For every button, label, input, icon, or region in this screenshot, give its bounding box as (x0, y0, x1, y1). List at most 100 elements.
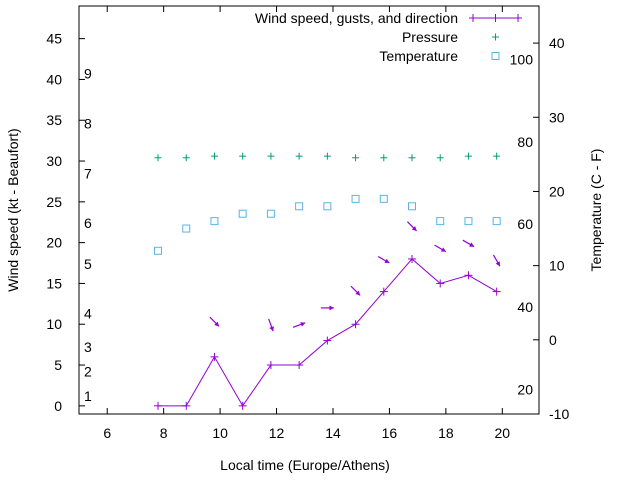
temperature-point (408, 202, 417, 211)
legend-entry-wind: Wind speed, gusts, and direction (255, 10, 522, 26)
x-tick-label: 8 (160, 425, 168, 441)
legend-entry-temperature: Temperature (379, 48, 500, 64)
temperature-point (436, 217, 445, 226)
temperature-point (492, 217, 501, 226)
y-left-tick-label: 30 (46, 153, 62, 169)
wind-speed-point (379, 287, 388, 296)
pressure-point (380, 154, 388, 162)
wind-speed-point (295, 361, 304, 370)
legend-marker (514, 14, 522, 22)
pressure-point (267, 152, 275, 160)
x-tick-label: 10 (212, 425, 228, 441)
axis-ticks: 6 8 10 12 14 16 18 20051015202530354045-1001020… (46, 6, 569, 441)
x-tick-label: 14 (325, 425, 341, 441)
wind-speed-point (323, 336, 332, 345)
temperature-point (464, 217, 473, 226)
wind-direction-arrow (377, 256, 390, 264)
beaufort-label: 1 (84, 388, 92, 404)
beaufort-label: 9 (84, 66, 92, 82)
y-left-tick-label: 20 (46, 235, 62, 251)
x-tick-label: 12 (269, 425, 285, 441)
arrow-head (300, 322, 306, 327)
beaufort-label: 4 (84, 306, 92, 322)
beaufort-label: 3 (84, 339, 92, 355)
arrow-head (469, 242, 475, 247)
legend: Wind speed, gusts, and direction Pressure… (255, 10, 522, 64)
pressure-point (464, 152, 472, 160)
wind-speed-point (182, 401, 191, 410)
plot-frame (78, 5, 540, 415)
temperature-point (182, 224, 191, 233)
temperature-point (238, 209, 247, 218)
legend-label: Temperature (379, 48, 458, 64)
temperature-point (351, 194, 360, 203)
pressure-point (493, 152, 501, 160)
x-tick-label: 20 (495, 425, 511, 441)
y-right-tick-label: 0 (549, 332, 557, 348)
y-right-tick-label: 40 (549, 35, 565, 51)
arrow-head (214, 321, 220, 327)
wind-speed-point (210, 352, 219, 361)
temperature-point (379, 194, 388, 203)
wind-speed-point (238, 401, 247, 410)
wind-direction-arrow (492, 254, 501, 267)
legend-marker (492, 33, 499, 41)
arrow-head (269, 326, 274, 332)
pressure-point (239, 152, 247, 160)
beaufort-label: 6 (84, 215, 92, 231)
y-right-tick-label: 20 (549, 183, 565, 199)
wind-direction-arrow (406, 221, 418, 232)
wind-direction-arrow (268, 318, 274, 332)
pressure-point (323, 152, 331, 160)
wind-direction-arrow (462, 239, 475, 248)
wind-direction-arrow (292, 322, 306, 328)
y-left-tick-label: 25 (46, 194, 62, 210)
wind-speed-point (408, 254, 417, 263)
pressure-point (154, 154, 162, 162)
legend-label: Wind speed, gusts, and direction (255, 10, 458, 26)
temperature-point (210, 217, 219, 226)
legend-label: Pressure (402, 29, 458, 45)
y-left-tick-label: 15 (46, 275, 62, 291)
x-tick-label: 16 (382, 425, 398, 441)
wind-speed-point (266, 361, 275, 370)
legend-marker (469, 14, 477, 22)
wind-speed-point (492, 287, 501, 296)
y-right-tick-label: 30 (549, 109, 565, 125)
wind-speed-point (351, 320, 360, 329)
x-axis-label: Local time (Europe/Athens) (220, 457, 390, 473)
y-left-tick-label: 10 (46, 316, 62, 332)
y-right-tick-label: -10 (549, 406, 569, 422)
temperature-point (295, 202, 304, 211)
y-axis-right-label: Temperature (C - F) (588, 149, 604, 272)
x-tick-label: 18 (438, 425, 454, 441)
legend-marker (491, 52, 500, 60)
pressure-point (408, 154, 416, 162)
wind-speed-point (436, 279, 445, 288)
wind-direction-arrow (350, 285, 361, 296)
temperature-point (323, 202, 332, 211)
y-left-tick-label: 5 (54, 357, 62, 373)
y-left-tick-label: 40 (46, 71, 62, 87)
wind-speed-point (154, 401, 163, 410)
fahrenheit-label: 100 (510, 51, 534, 67)
temperature-point (154, 246, 163, 255)
fahrenheit-label: 40 (517, 299, 533, 315)
wind-speed-line (158, 258, 497, 407)
pressure-point (210, 152, 218, 160)
arrow-head (355, 290, 361, 296)
beaufort-label: 5 (84, 256, 92, 272)
arrow-head (440, 247, 446, 252)
x-tick-label: 6 (103, 425, 111, 441)
data-series (154, 152, 501, 410)
beaufort-label: 7 (84, 165, 92, 181)
wind-direction-arrow (209, 316, 220, 327)
temperature-point (266, 209, 275, 218)
fahrenheit-label: 20 (517, 382, 533, 398)
y-left-tick-label: 0 (54, 398, 62, 414)
wind-speed-point (464, 271, 473, 280)
fahrenheit-label: 60 (517, 216, 533, 232)
wind-direction-arrow (434, 244, 447, 253)
arrow-head (329, 305, 334, 311)
